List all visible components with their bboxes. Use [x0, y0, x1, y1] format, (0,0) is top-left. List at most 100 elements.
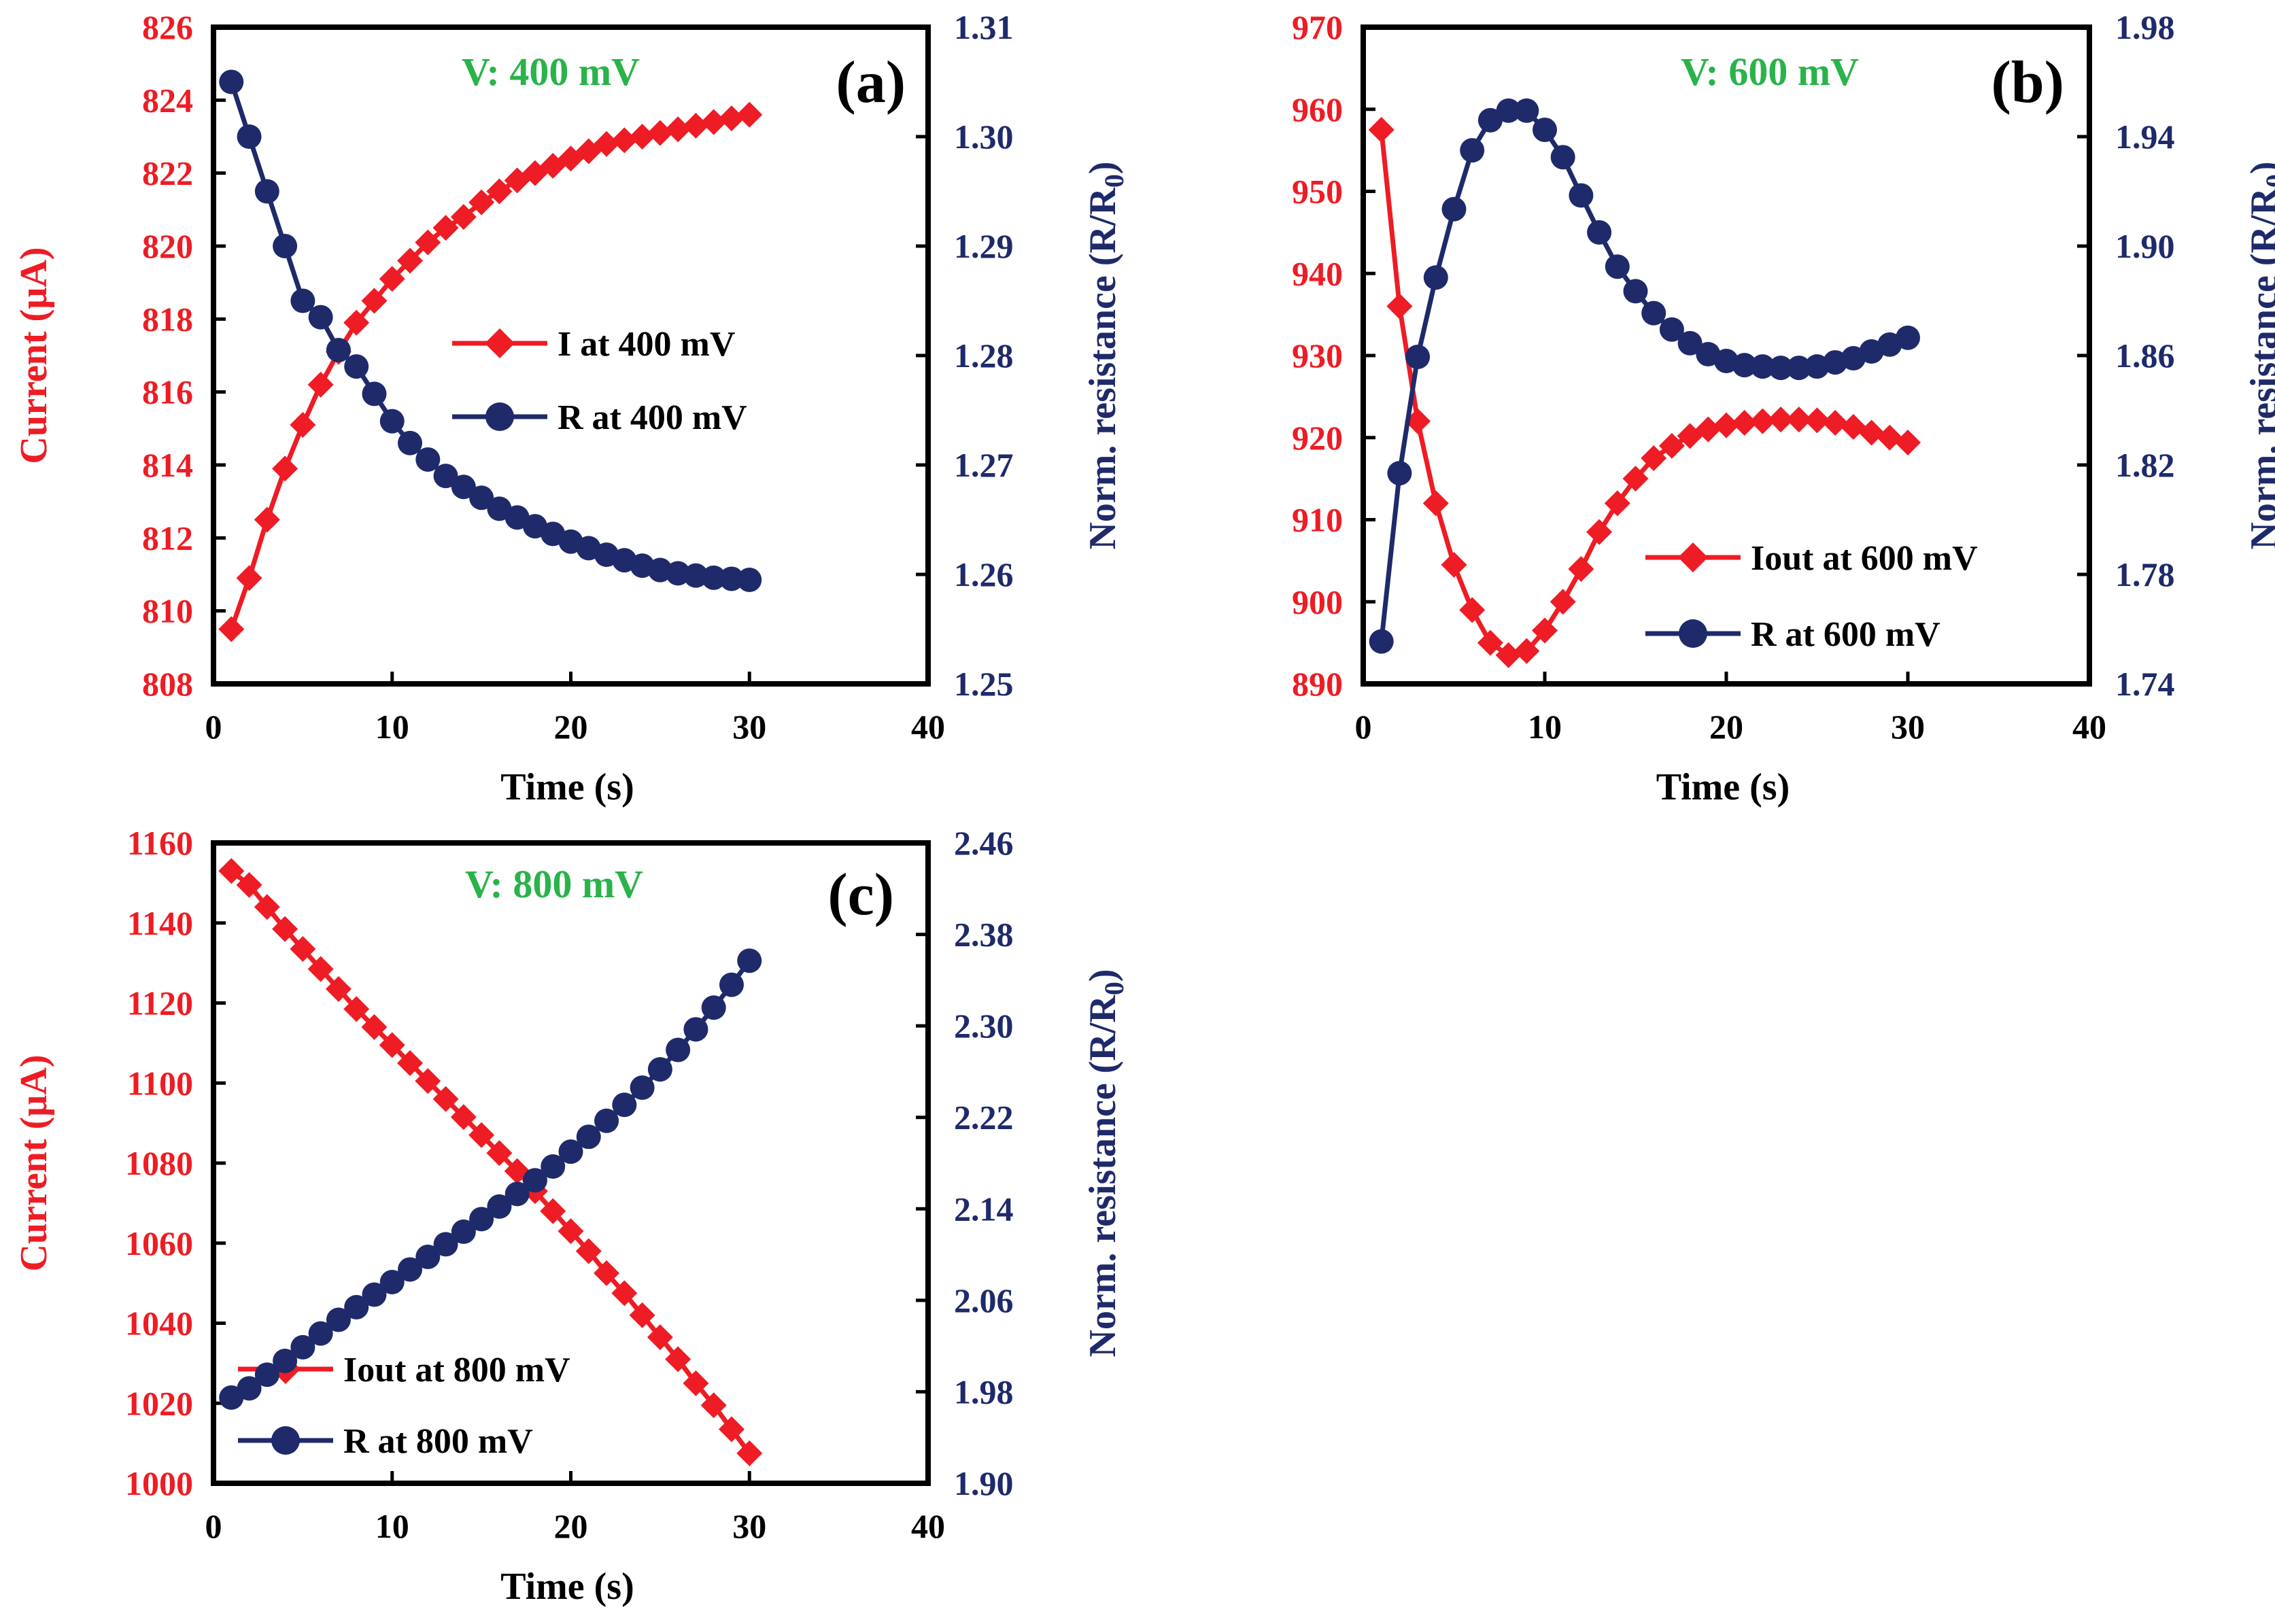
x-tick-label: 0: [205, 708, 222, 746]
legend-label: R at 400 mV: [558, 398, 747, 437]
y-right-axis-title-subscript: 0: [1099, 982, 1129, 995]
panel-label: (c): [827, 862, 894, 928]
legend-label: Iout at 600 mV: [1751, 539, 1978, 578]
x-tick-label: 10: [375, 1507, 409, 1545]
data-point-circle: [451, 474, 476, 500]
data-point-diamond: [307, 371, 334, 398]
data-point-circle: [737, 948, 762, 973]
legend-entry-2: R at 800 mV: [238, 1422, 533, 1461]
y-left-tick-label: 940: [1292, 254, 1343, 292]
legend-marker-circle: [271, 1426, 300, 1455]
data-point-diamond: [1422, 490, 1449, 517]
data-point-circle: [326, 1307, 351, 1332]
y-right-axis-title-close: ): [1082, 161, 1124, 174]
y-right-axis-title-main: Norm. resistance (R/R: [2243, 188, 2275, 550]
data-point-diamond: [415, 1068, 441, 1094]
data-point-diamond: [343, 309, 370, 336]
y-right-axis-title: Norm. resistance (R/R0): [1082, 969, 1129, 1357]
y-left-tick-label: 820: [142, 227, 193, 265]
data-point-diamond: [665, 116, 691, 143]
data-point-circle: [415, 447, 441, 472]
data-point-diamond: [647, 1324, 673, 1351]
y-right-axis-title-subscript: 0: [2260, 174, 2275, 188]
data-point-circle: [683, 1017, 708, 1042]
y-left-tick-label: 960: [1292, 90, 1343, 128]
y-left-tick-label: 822: [142, 154, 193, 192]
data-point-diamond: [1477, 629, 1503, 656]
data-point-circle: [1460, 138, 1485, 163]
y-right-tick-label: 1.94: [2115, 118, 2175, 156]
data-point-diamond: [450, 1104, 477, 1130]
data-point-circle: [344, 354, 369, 379]
data-point-circle: [558, 1139, 583, 1164]
y-right-tick-label: 1.29: [954, 227, 1014, 265]
data-point-circle: [469, 1207, 494, 1232]
data-point-diamond: [361, 1014, 388, 1040]
data-point-circle: [1423, 265, 1448, 290]
y-right-tick-label: 2.06: [954, 1281, 1014, 1319]
data-point-diamond: [1804, 407, 1830, 434]
data-point-circle: [237, 124, 262, 149]
data-point-circle: [1569, 183, 1594, 208]
panel-label: (a): [836, 50, 906, 116]
data-point-circle: [398, 1257, 423, 1282]
data-point-circle: [1550, 145, 1575, 170]
y-right-axis-title: Norm. resistance (R/R0): [2243, 161, 2275, 549]
data-point-circle: [594, 1108, 619, 1133]
voltage-label: V: 600 mV: [1681, 50, 1859, 94]
data-point-diamond: [611, 1280, 638, 1307]
series-resistance: [1369, 98, 1920, 654]
data-point-circle: [737, 568, 762, 593]
data-point-diamond: [540, 1198, 566, 1224]
x-tick-label: 40: [911, 1507, 945, 1545]
data-point-diamond: [629, 1302, 655, 1328]
data-point-circle: [379, 1269, 405, 1294]
data-point-diamond: [1405, 408, 1431, 434]
data-point-circle: [290, 288, 315, 313]
data-point-diamond: [218, 616, 245, 642]
y-left-tick-label: 1040: [125, 1305, 193, 1343]
data-point-circle: [379, 409, 405, 434]
data-point-diamond: [1604, 490, 1630, 517]
data-point-diamond: [1622, 466, 1649, 492]
y-left-tick-label: 814: [142, 446, 193, 484]
y-right-tick-label: 1.78: [2115, 555, 2175, 593]
data-point-circle: [344, 1294, 369, 1319]
x-axis-title: Time (s): [1656, 766, 1790, 808]
y-right-tick-label: 2.46: [954, 824, 1014, 862]
series-resistance: [219, 69, 762, 593]
chart-panel-2: 0 10 20 30 40 890 900 910 920 930 940 950 960 970 1.74…: [13, 8, 2275, 808]
y-left-tick-label: 818: [142, 300, 193, 338]
legend-marker-circle: [485, 402, 514, 431]
data-point-circle: [362, 381, 387, 407]
y-right-tick-label: 1.26: [954, 555, 1014, 593]
x-tick-label: 10: [1528, 708, 1562, 746]
y-left-axis-title: Current (µA): [13, 247, 55, 464]
y-left-tick-label: 1120: [127, 984, 193, 1022]
data-point-diamond: [1822, 410, 1849, 436]
data-point-diamond: [718, 1416, 745, 1442]
data-point-diamond: [307, 956, 334, 982]
data-point-circle: [666, 1037, 691, 1062]
y-left-tick-label: 1000: [125, 1464, 193, 1502]
data-point-circle: [1477, 107, 1503, 133]
voltage-label: V: 800 mV: [465, 862, 643, 906]
data-point-circle: [433, 1232, 458, 1257]
series-current: [1368, 116, 1921, 668]
data-point-diamond: [700, 109, 727, 135]
y-left-tick-label: 810: [142, 592, 193, 630]
data-point-diamond: [290, 411, 316, 438]
data-point-diamond: [700, 1392, 727, 1419]
y-right-axis-title-subscript: 0: [1099, 174, 1129, 188]
data-point-diamond: [1877, 424, 1903, 451]
data-point-circle: [719, 566, 744, 591]
y-right-tick-label: 1.98: [954, 1372, 1014, 1411]
data-point-circle: [1659, 317, 1684, 342]
data-point-circle: [1387, 461, 1412, 486]
y-left-axis-title: Current (µA): [13, 1055, 55, 1272]
data-point-diamond: [1713, 412, 1739, 438]
data-point-diamond: [290, 936, 316, 963]
data-point-diamond: [272, 916, 298, 942]
data-point-circle: [1369, 629, 1394, 654]
